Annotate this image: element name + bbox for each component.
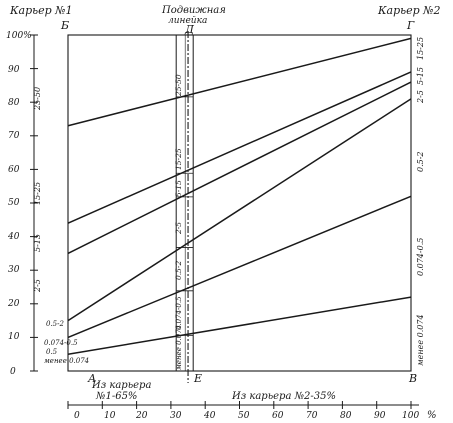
bottom-tick-100: 100 bbox=[402, 411, 419, 421]
bottom-tick-60: 60 bbox=[272, 411, 284, 421]
slider-label-less-0-074: менее 0.074 bbox=[175, 325, 183, 370]
left-tick-100: 100% bbox=[6, 31, 32, 41]
corner-label-g: Г bbox=[406, 19, 415, 32]
left-tick-10: 10 bbox=[8, 332, 20, 342]
left-fraction-5-15: 5-15 bbox=[33, 234, 42, 252]
left-fraction-0-5-2: 0.5-2 bbox=[46, 320, 64, 328]
right-fraction-2-5: 2-5 bbox=[416, 90, 425, 104]
slider-label-2-5: 2-5 bbox=[174, 222, 183, 235]
slider-label-5-15: 5-15 bbox=[174, 180, 183, 197]
bottom-scale-unit: % bbox=[427, 410, 437, 421]
slider-title-line1: Подвижная bbox=[161, 5, 226, 16]
corner-label-a: А bbox=[87, 372, 96, 385]
bottom-tick-90: 90 bbox=[374, 411, 386, 421]
left-fraction-0-5-small: 0.5 bbox=[46, 348, 58, 356]
left-tick-20: 20 bbox=[7, 299, 20, 309]
bottom-tick-70: 70 bbox=[306, 411, 318, 421]
left-fraction-2-5: 2-5 bbox=[33, 279, 42, 293]
right-fraction-5-15: 5-15 bbox=[416, 67, 425, 85]
right-fraction-0-5-2: 0.5-2 bbox=[416, 151, 425, 172]
bottom-tick-80: 80 bbox=[340, 411, 352, 421]
left-quarry-label: Карьер №1 bbox=[9, 4, 73, 17]
gradation-line-3 bbox=[67, 81, 412, 255]
slider-label-15-25: 15-25 bbox=[174, 148, 183, 170]
slider-body bbox=[175, 34, 194, 372]
right-fraction-less-0-074: менее 0.074 bbox=[416, 314, 425, 366]
bottom-tick-20: 20 bbox=[135, 411, 148, 421]
left-fraction-25-50: 25-50 bbox=[33, 87, 42, 111]
bottom-tick-10: 10 bbox=[104, 411, 116, 421]
gradation-line-2 bbox=[67, 71, 412, 224]
left-tick-50: 50 bbox=[8, 198, 20, 208]
chart-frame bbox=[67, 34, 412, 372]
left-fraction-less-0-074: менее 0.074 bbox=[44, 357, 89, 365]
corner-label-b: Б bbox=[60, 19, 69, 32]
left-tick-80: 80 bbox=[8, 98, 20, 108]
corner-label-e: Е bbox=[193, 372, 202, 385]
slider-label-0-5-2: 0.5-2 bbox=[174, 261, 183, 280]
bottom-tick-40: 40 bbox=[203, 411, 216, 421]
corner-label-v: В bbox=[408, 372, 417, 385]
bottom-tick-30: 30 bbox=[170, 411, 182, 421]
left-fraction-15-25: 15-25 bbox=[33, 182, 42, 205]
left-tick-40: 40 bbox=[7, 232, 20, 242]
gradation-line-1 bbox=[67, 37, 412, 127]
bottom-left-caption-line2: №1-65% bbox=[95, 391, 137, 402]
right-quarry-label: Карьер №2 bbox=[377, 4, 441, 17]
gradation-line-5 bbox=[67, 195, 412, 339]
slider-label-0-074-0-5: 0.074-0.5 bbox=[175, 296, 183, 330]
gradation-lines bbox=[67, 37, 412, 355]
right-fraction-0-074-0-5: 0.074-0.5 bbox=[416, 238, 425, 276]
left-tick-30: 30 bbox=[8, 265, 20, 275]
left-tick-90: 90 bbox=[8, 65, 20, 75]
left-tick-0: 0 bbox=[10, 367, 16, 377]
slider-label-25-50: 25-50 bbox=[174, 74, 183, 97]
bottom-right-caption: Из карьера №2-35% bbox=[231, 391, 336, 402]
bottom-tick-50: 50 bbox=[238, 411, 250, 421]
slider-title-line2: линейка bbox=[168, 16, 207, 26]
left-fraction-0-074-0-5: 0.074-0.5 bbox=[44, 339, 78, 347]
left-axis-ticks bbox=[30, 34, 38, 372]
bottom-tick-0: 0 bbox=[74, 411, 80, 421]
left-tick-60: 60 bbox=[8, 165, 20, 175]
corner-label-d: Д bbox=[184, 23, 195, 36]
right-fraction-15-25: 15-25 bbox=[416, 37, 425, 60]
gradation-line-4 bbox=[67, 98, 412, 322]
gradation-line-6 bbox=[67, 296, 412, 355]
left-tick-70: 70 bbox=[8, 131, 20, 141]
bottom-percent-scale bbox=[67, 401, 419, 409]
bottom-left-caption-line1: Из карьера bbox=[91, 380, 151, 391]
movable-slider bbox=[175, 34, 194, 372]
